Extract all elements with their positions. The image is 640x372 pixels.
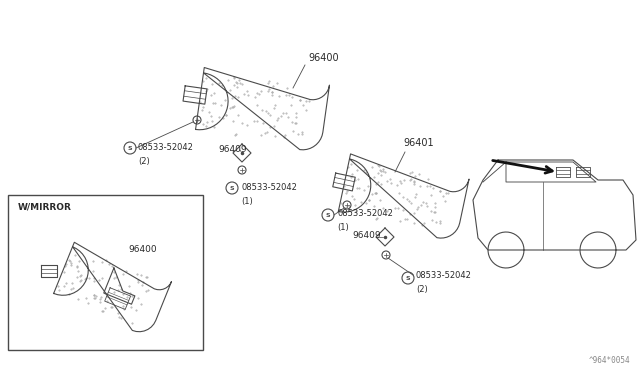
Text: S: S xyxy=(326,213,330,218)
Text: S: S xyxy=(128,146,132,151)
Text: 96409: 96409 xyxy=(352,231,381,240)
Bar xyxy=(8,195,203,350)
Text: 08533-52042: 08533-52042 xyxy=(416,270,472,279)
Text: 96409: 96409 xyxy=(218,145,246,154)
Text: (2): (2) xyxy=(138,157,150,166)
Text: ^964*0054: ^964*0054 xyxy=(588,356,630,365)
Text: 96401: 96401 xyxy=(403,138,434,148)
Text: S: S xyxy=(230,186,234,191)
Text: S: S xyxy=(406,276,410,281)
Text: (1): (1) xyxy=(241,197,253,206)
Text: 08533-52042: 08533-52042 xyxy=(337,208,393,218)
Text: (2): (2) xyxy=(416,285,428,294)
Text: 08533-52042: 08533-52042 xyxy=(138,142,194,151)
Text: W/MIRROR: W/MIRROR xyxy=(18,203,72,212)
Text: 96400: 96400 xyxy=(128,245,157,254)
Text: 96400: 96400 xyxy=(308,53,339,63)
Text: 08533-52042: 08533-52042 xyxy=(241,183,297,192)
Text: (1): (1) xyxy=(337,223,349,232)
